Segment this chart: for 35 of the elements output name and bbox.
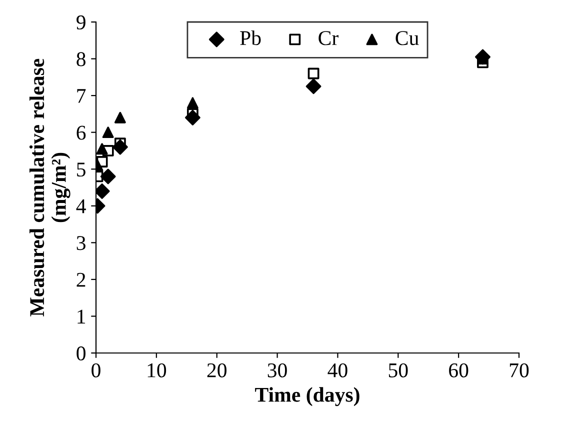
x-axis-title: Time (days)	[255, 387, 360, 406]
y-tick-label: 7	[77, 89, 86, 103]
y-tick-label: 4	[76, 199, 86, 214]
legend-label: Cr	[318, 31, 338, 46]
x-tick-label: 40	[328, 363, 348, 378]
point	[184, 110, 200, 126]
point	[100, 168, 116, 184]
y-tick-label: 6	[76, 126, 86, 140]
y-tick-label: 1	[78, 310, 86, 324]
x-tick-label: 20	[207, 363, 226, 378]
point	[102, 126, 114, 138]
x-tick-label: 50	[388, 363, 408, 378]
point	[186, 97, 198, 109]
y-tick-label: 0	[76, 346, 86, 360]
legend-label: Cu	[396, 31, 419, 46]
point	[308, 68, 320, 80]
x-tick-label: 70	[510, 363, 529, 378]
point	[114, 112, 126, 124]
y-tick-label: 8	[76, 52, 86, 66]
point	[475, 49, 490, 65]
point	[96, 143, 108, 155]
y-tick-label: 5	[77, 162, 86, 177]
point	[112, 139, 128, 155]
point	[96, 156, 108, 168]
x-tick-label: 10	[148, 363, 166, 378]
x-tick-label: 0	[92, 363, 100, 378]
point	[102, 145, 114, 156]
x-tick-label: 30	[268, 363, 287, 378]
y-tick-label: 9	[76, 15, 86, 30]
y-axis-title: Measured cumulative release (mg/m²)	[29, 58, 70, 316]
y-tick-label: 2	[76, 272, 86, 287]
y-tick-label: 3	[76, 236, 86, 250]
legend-label: Pb	[240, 30, 261, 46]
point	[306, 78, 322, 94]
x-tick-label: 60	[449, 363, 468, 378]
